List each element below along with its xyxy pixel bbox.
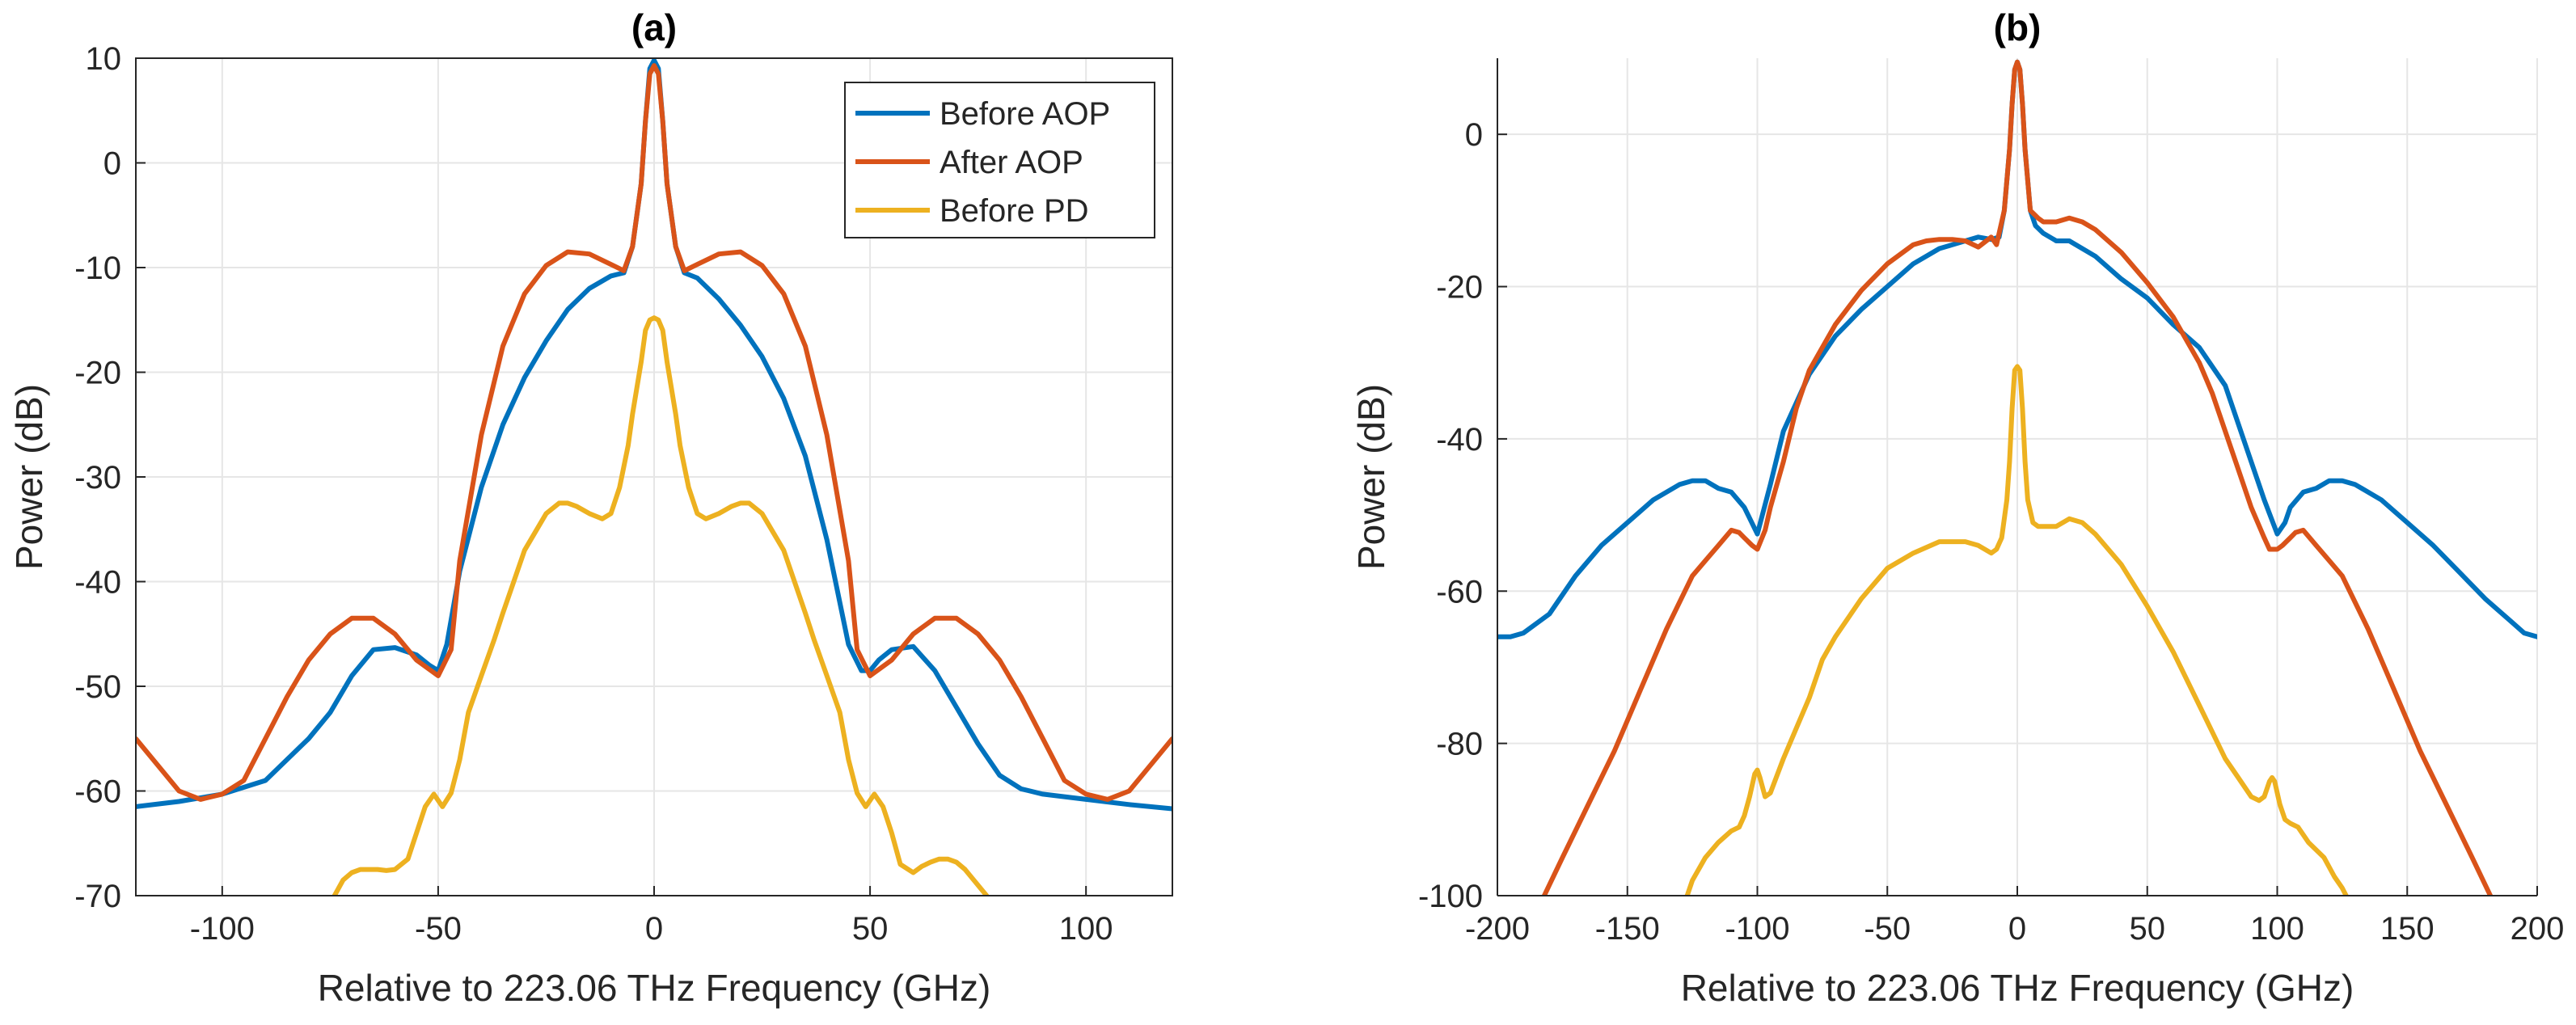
- panel-b-x-tick-label: 150: [2380, 911, 2435, 947]
- panel-a-x-tick-label: -100: [190, 911, 255, 947]
- panel-a-y-tick-label: -10: [74, 251, 121, 286]
- panel-a-y-tick-label: -20: [74, 356, 121, 391]
- panel-b-y-axis-label: Power (dB): [1350, 384, 1392, 570]
- panel-b-x-tick-label: 0: [2008, 911, 2026, 947]
- panel-a-series-after-aop-line: [136, 63, 1172, 802]
- panel-b-x-axis-label: Relative to 223.06 THz Frequency (GHz): [1681, 967, 2354, 1009]
- panel-a-title: (a): [631, 6, 677, 49]
- panel-a-x-tick-label: -50: [415, 911, 462, 947]
- panel-a-y-tick-label: 10: [86, 41, 122, 77]
- panel-b-y-tick-label: -60: [1436, 574, 1483, 610]
- panel-a-series-before-aop-line: [136, 58, 1172, 812]
- panel-a-y-tick-label: -50: [74, 669, 121, 705]
- panel-a-y-axis-label: Power (dB): [8, 384, 50, 570]
- panel-b-x-tick-label: -50: [1864, 911, 1911, 947]
- legend-label-before-aop: Before AOP: [940, 96, 1110, 132]
- panel-b-series-after-aop-line: [1541, 59, 2494, 896]
- panel-b-chart: -200 -150 -100 -50 0 50 100 150 200-100-80-60-40…: [1350, 6, 2564, 1009]
- legend: Before AOP After AOP Before PD: [844, 82, 1155, 238]
- panel-b-y-tick-label: -40: [1436, 422, 1483, 458]
- panel-a-series-before-pd-line: [332, 315, 990, 896]
- panel-a-x-tick-label: 0: [645, 911, 663, 947]
- legend-label-after-aop: After AOP: [940, 145, 1083, 180]
- panel-a-x-axis-label: Relative to 223.06 THz Frequency (GHz): [318, 967, 991, 1009]
- panel-b-y-tick-label: 0: [1465, 117, 1483, 153]
- panel-a-y-tick-label: -40: [74, 565, 121, 601]
- panel-a-x-tick-label: 100: [1059, 911, 1113, 947]
- panel-b-y-tick-label: -20: [1436, 270, 1483, 306]
- panel-a-x-tick-label: 50: [852, 911, 889, 947]
- panel-b-x-tick-label: -100: [1725, 911, 1789, 947]
- panel-a-y-tick-label: -60: [74, 774, 121, 810]
- panel-b-series-before-pd-line: [1684, 364, 2350, 896]
- panel-b-x-tick-label: 200: [2511, 911, 2565, 947]
- panel-b-x-tick-label: 100: [2250, 911, 2304, 947]
- panel-b-x-tick-label: 50: [2130, 911, 2166, 947]
- panel-b-x-tick-label: -150: [1595, 911, 1660, 947]
- panel-a-y-tick-label: 0: [103, 146, 121, 182]
- panel-b-y-tick-label: -80: [1436, 727, 1483, 762]
- panel-b-title: (b): [1994, 6, 2042, 49]
- panel-b-x-tick-label: -200: [1465, 911, 1530, 947]
- legend-label-before-pd: Before PD: [940, 193, 1089, 229]
- panel-a-y-tick-label: -30: [74, 460, 121, 496]
- panel-b-y-tick-label: -100: [1418, 879, 1483, 914]
- panel-a-y-tick-label: -70: [74, 879, 121, 914]
